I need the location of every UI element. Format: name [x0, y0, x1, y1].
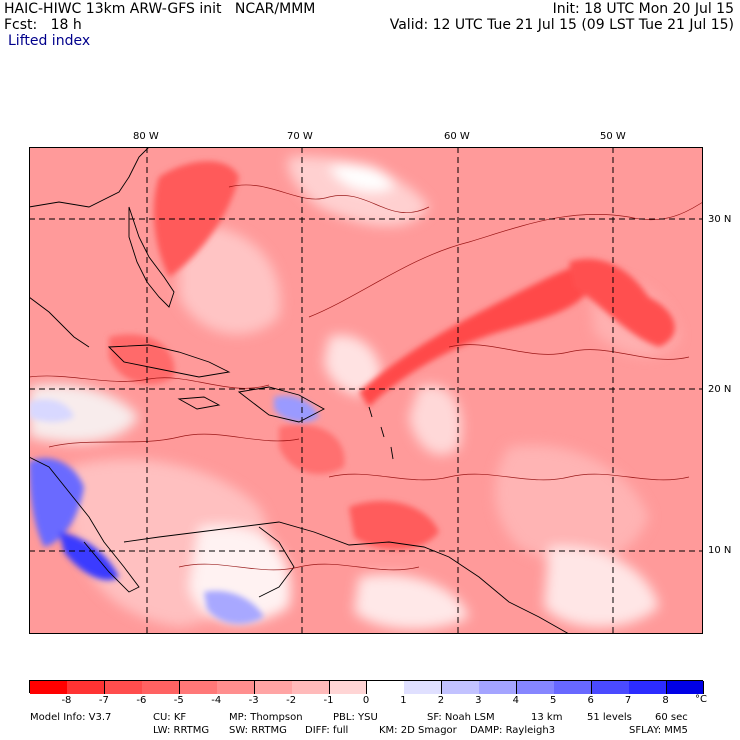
lat-label-30n: 30 N: [708, 214, 732, 225]
colorbar-tick-label: 0: [362, 695, 370, 706]
colorbar-swatch: [254, 681, 293, 694]
model-title: HAIC-HIWC 13km ARW-GFS init NCAR/MMM: [4, 1, 316, 17]
model-info-item: MP: Thompson: [229, 712, 303, 723]
model-info-item: PBL: YSU: [333, 712, 378, 723]
colorbar-swatch: [367, 681, 405, 694]
model-info-item: SW: RRTMG: [229, 725, 287, 736]
graticule: [29, 147, 703, 634]
stable-areas: [29, 395, 319, 624]
colorbar-swatch: [217, 681, 256, 694]
colorbar-swatch: [329, 681, 368, 694]
model-info-item: SF: Noah LSM: [427, 712, 495, 723]
colorbar-tick-label: -7: [98, 695, 109, 706]
colorbar: [29, 680, 705, 694]
colorbar-swatch: [67, 681, 106, 694]
colorbar-swatch: [142, 681, 181, 694]
colorbar-tick-label: -3: [248, 695, 259, 706]
lat-label-20n: 20 N: [708, 384, 732, 395]
colorbar-tick-label: -8: [61, 695, 72, 706]
model-info-item: Model Info: V3.7: [30, 712, 112, 723]
model-info-item: LW: RRTMG: [153, 725, 210, 736]
colorbar-tick-label: 2: [437, 695, 445, 706]
colorbar-tick-label: 7: [624, 695, 632, 706]
lon-label-50w: 50 W: [600, 131, 626, 142]
colorbar-swatch: [666, 681, 705, 694]
colorbar-unit: °C: [695, 694, 707, 705]
colorbar-tick-label: 3: [475, 695, 482, 706]
lat-label-10n: 10 N: [708, 545, 732, 556]
colorbar-swatch: [104, 681, 143, 694]
valid-time: Valid: 12 UTC Tue 21 Jul 15 (09 LST Tue …: [389, 17, 734, 33]
map-border: [29, 147, 703, 634]
lifted-index-map: [29, 147, 703, 634]
coastlines: [29, 147, 570, 634]
colorbar-swatch: [479, 681, 518, 694]
colorbar-tick-label: 4: [512, 695, 519, 706]
colorbar-swatch: [30, 681, 68, 694]
colorbar-swatch: [516, 681, 555, 694]
colorbar-swatch: [591, 681, 630, 694]
colorbar-tick-label: 5: [550, 695, 557, 706]
colorbar-swatch: [441, 681, 480, 694]
lon-label-80w: 80 W: [133, 131, 159, 142]
colorbar-swatch: [404, 681, 443, 694]
colorbar-swatch: [554, 681, 593, 694]
colorbar-tick-label: -1: [323, 695, 334, 706]
unstable-bands: [109, 161, 676, 550]
field-name: Lifted index: [8, 33, 91, 49]
colorbar-swatch: [629, 681, 668, 694]
colorbar-tick-label: -6: [136, 695, 147, 706]
init-time: Init: 18 UTC Mon 20 Jul 15: [552, 1, 734, 17]
model-info-item: 13 km: [531, 712, 563, 723]
lon-label-60w: 60 W: [444, 131, 470, 142]
model-info-item: DIFF: full: [305, 725, 349, 736]
forecast-hour: Fcst: 18 h: [4, 17, 82, 33]
colorbar-swatch: [179, 681, 218, 694]
contour-lines: [29, 184, 703, 571]
model-info-item: CU: KF: [153, 712, 187, 723]
colorbar-tick-label: 6: [587, 695, 594, 706]
colorbar-tick-label: -5: [173, 695, 184, 706]
model-info-item: 51 levels: [587, 712, 632, 723]
model-info-item: DAMP: Rayleigh3: [470, 725, 556, 736]
model-info-item: 60 sec: [655, 712, 688, 723]
model-info-item: KM: 2D Smagor: [379, 725, 457, 736]
colorbar-tick-label: -4: [211, 695, 222, 706]
colorbar-swatch: [292, 681, 331, 694]
colorbar-tick-label: -2: [286, 695, 297, 706]
colorbar-tick-label: 1: [400, 695, 407, 706]
lon-label-70w: 70 W: [287, 131, 313, 142]
model-info-item: SFLAY: MM5: [629, 725, 688, 736]
colorbar-tick-label: 8: [662, 695, 669, 706]
